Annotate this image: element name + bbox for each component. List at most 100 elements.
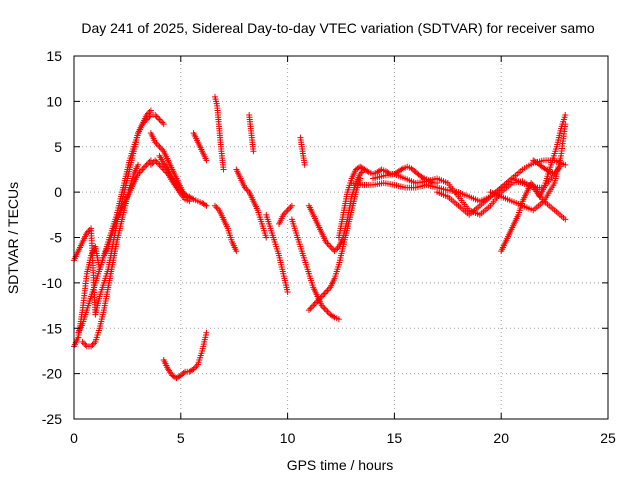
series-trace-13 — [246, 111, 257, 155]
data-point — [263, 234, 270, 241]
data-point — [286, 205, 293, 212]
data-point — [152, 157, 159, 164]
data-point — [139, 166, 146, 173]
data-point — [202, 201, 209, 208]
data-point — [328, 245, 335, 252]
data-point — [305, 307, 312, 314]
data-point — [211, 202, 218, 209]
data-point — [307, 305, 314, 312]
chart-title: Day 241 of 2025, Sidereal Day-to-day VTE… — [81, 20, 594, 36]
series-trace-10 — [211, 93, 227, 173]
series-trace-12 — [233, 166, 270, 241]
data-point — [364, 168, 371, 175]
data-point — [325, 242, 332, 249]
data-point — [288, 202, 295, 209]
data-point — [153, 113, 160, 120]
x-tick-label: 15 — [387, 430, 403, 446]
data-point — [149, 160, 156, 167]
data-point — [142, 163, 149, 170]
data-point — [140, 164, 147, 171]
grid-layer — [74, 56, 608, 419]
series-trace-8 — [160, 329, 210, 382]
data-point — [327, 243, 334, 250]
series-trace-16 — [297, 134, 308, 168]
series-trace-4 — [79, 161, 142, 350]
data-point — [186, 194, 193, 201]
data-point — [79, 338, 86, 345]
series-trace-9 — [190, 130, 210, 164]
data-point — [159, 119, 166, 126]
data-point — [321, 305, 328, 312]
data-point — [155, 115, 162, 122]
series-trace-25 — [498, 111, 569, 255]
data-point — [551, 170, 558, 177]
data-point — [331, 248, 338, 255]
series-trace-7 — [156, 152, 193, 201]
data-point — [398, 166, 405, 173]
series-trace-19 — [305, 175, 364, 314]
data-point — [324, 287, 331, 294]
data-point — [220, 166, 227, 173]
data-point — [184, 193, 191, 200]
data-point — [333, 246, 340, 253]
data-point — [324, 308, 331, 315]
series-trace-26 — [530, 157, 558, 177]
data-point — [310, 302, 317, 309]
data-point — [82, 341, 89, 348]
data-point — [189, 195, 196, 202]
data-point — [311, 301, 318, 308]
data-point — [157, 118, 164, 125]
data-point — [308, 304, 315, 311]
series-trace-11 — [211, 202, 240, 255]
y-tick-label: -15 — [42, 320, 62, 336]
data-point — [545, 168, 552, 175]
data-point — [562, 111, 569, 118]
data-point — [147, 161, 154, 168]
x-axis-label: GPS time / hours — [287, 457, 394, 473]
data-point — [180, 370, 187, 377]
data-point — [357, 175, 364, 182]
data-point — [323, 307, 330, 314]
data-point — [323, 288, 330, 295]
data-point — [135, 161, 142, 168]
data-point — [156, 116, 163, 123]
data-point — [156, 143, 163, 150]
series-trace-24 — [487, 121, 569, 214]
data-point — [335, 316, 342, 323]
data-point — [562, 216, 569, 223]
y-tick-label: -5 — [50, 230, 63, 246]
data-point — [321, 290, 328, 297]
y-tick-label: 10 — [46, 93, 62, 109]
data-point — [419, 174, 426, 181]
data-marks — [71, 93, 569, 382]
data-point — [157, 145, 164, 152]
data-point — [80, 340, 87, 347]
data-point — [287, 204, 294, 211]
series-trace-14 — [263, 211, 291, 295]
data-point — [283, 208, 290, 215]
data-point — [330, 313, 337, 320]
data-point — [203, 329, 210, 336]
data-point — [301, 161, 308, 168]
data-point — [160, 121, 167, 128]
data-point — [155, 142, 162, 149]
y-tick-label: 15 — [46, 48, 62, 64]
data-point — [203, 202, 210, 209]
x-tick-label: 20 — [493, 430, 509, 446]
axis-ticks: 0 5 10 15 20 25 -25 -20 -15 -10 -5 0 5 10 15 — [42, 48, 616, 446]
data-point — [320, 291, 327, 298]
data-point — [203, 157, 210, 164]
series-trace-18 — [305, 166, 368, 255]
x-tick-label: 5 — [177, 430, 185, 446]
data-point — [284, 288, 291, 295]
data-point — [213, 204, 220, 211]
y-tick-label: -20 — [42, 366, 62, 382]
data-point — [233, 248, 240, 255]
data-point — [284, 207, 291, 214]
data-point — [250, 148, 257, 155]
x-tick-label: 25 — [600, 430, 616, 446]
data-point — [89, 341, 96, 348]
x-tick-label: 0 — [70, 430, 78, 446]
y-axis-label: SDTVAR / TECUs — [5, 182, 21, 294]
